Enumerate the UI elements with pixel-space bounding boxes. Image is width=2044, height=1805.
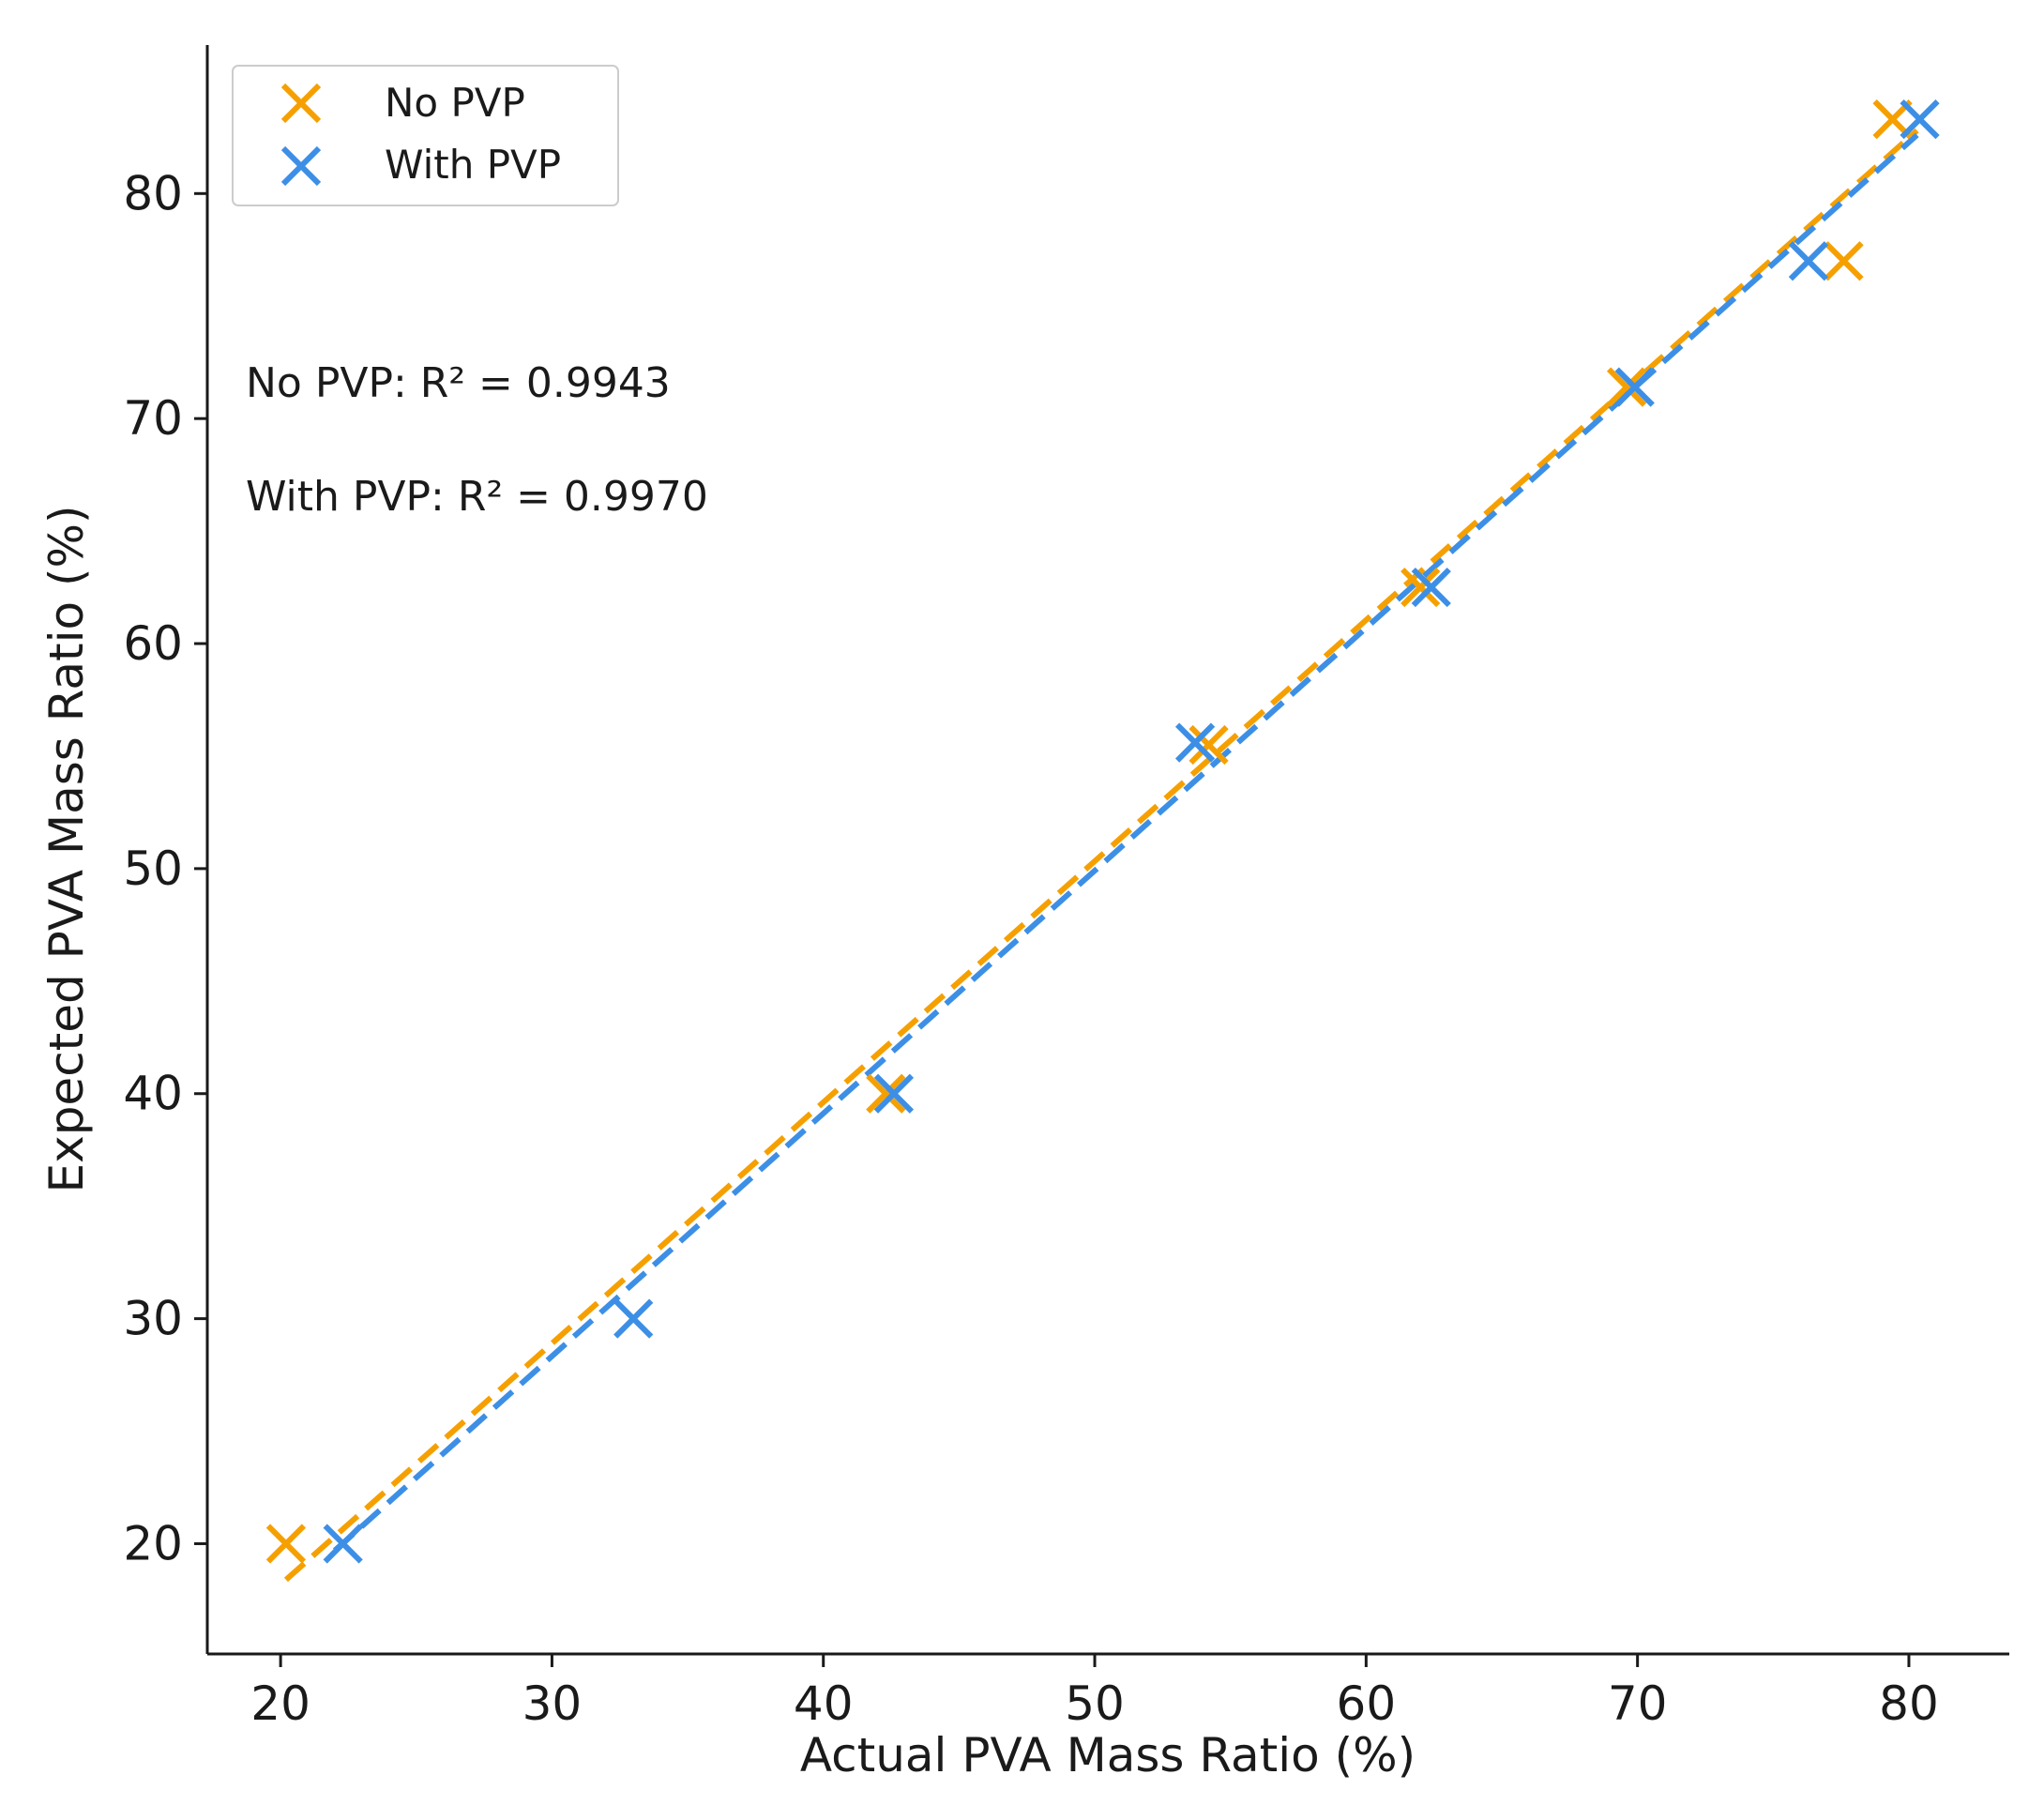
data-point-with-pvp xyxy=(1614,367,1655,407)
legend-x-icon xyxy=(280,83,322,124)
fit-lines xyxy=(283,128,1919,1583)
x-axis-title: Actual PVA Mass Ratio (%) xyxy=(800,1728,1416,1782)
x-tick-label: 70 xyxy=(1608,1676,1668,1731)
annotation-no-pvp-r2: No PVP: R² = 0.9943 xyxy=(246,359,671,407)
legend-marker-with-pvp xyxy=(280,145,322,187)
x-tick-label: 60 xyxy=(1337,1676,1397,1731)
x-tick-label: 30 xyxy=(522,1676,583,1731)
data-point-with-pvp xyxy=(1411,567,1451,608)
legend-label-with-pvp: With PVP xyxy=(385,142,561,188)
data-point-with-pvp xyxy=(873,1073,915,1114)
x-ticks: 20 30 40 50 60 70 80 xyxy=(250,1654,1939,1731)
data-point-with-pvp xyxy=(323,1524,363,1564)
data-point-no-pvp xyxy=(866,1073,906,1114)
legend-frame xyxy=(232,65,619,206)
axes xyxy=(205,45,2009,1656)
legend: No PVP With PVP xyxy=(232,65,619,206)
y-tick-label: 50 xyxy=(123,842,183,896)
y-axis-title: Expected PVA Mass Ratio (%) xyxy=(39,506,94,1193)
data-point-no-pvp xyxy=(1401,567,1441,608)
y-tick-label: 40 xyxy=(123,1067,183,1121)
data-points xyxy=(265,99,1940,1564)
fit-line-with-pvp xyxy=(332,132,1919,1553)
data-point-no-pvp xyxy=(265,1524,307,1564)
y-tick-label: 60 xyxy=(123,616,183,671)
legend-marker-no-pvp xyxy=(280,83,322,124)
x-tick-label: 50 xyxy=(1065,1676,1125,1731)
data-point-no-pvp xyxy=(1189,724,1229,766)
x-tick-label: 20 xyxy=(250,1676,310,1731)
legend-label-no-pvp: No PVP xyxy=(385,80,525,126)
y-ticks: 20 30 40 50 60 70 80 xyxy=(123,166,207,1570)
y-tick-label: 70 xyxy=(123,391,183,446)
data-point-with-pvp xyxy=(1788,241,1829,281)
data-point-with-pvp xyxy=(1900,99,1940,140)
data-point-with-pvp xyxy=(1174,722,1216,763)
data-point-with-pvp xyxy=(613,1298,654,1339)
x-tick-label: 40 xyxy=(794,1676,854,1731)
annotation-with-pvp-r2: With PVP: R² = 0.9970 xyxy=(246,473,708,521)
x-tick-label: 80 xyxy=(1879,1676,1939,1731)
y-tick-label: 80 xyxy=(123,166,183,220)
y-tick-label: 30 xyxy=(123,1292,183,1346)
legend-x-icon xyxy=(280,145,322,187)
fit-line-no-pvp xyxy=(283,128,1919,1583)
data-point-no-pvp xyxy=(1606,367,1647,407)
y-tick-label: 20 xyxy=(123,1516,183,1570)
data-point-no-pvp xyxy=(1824,241,1864,281)
